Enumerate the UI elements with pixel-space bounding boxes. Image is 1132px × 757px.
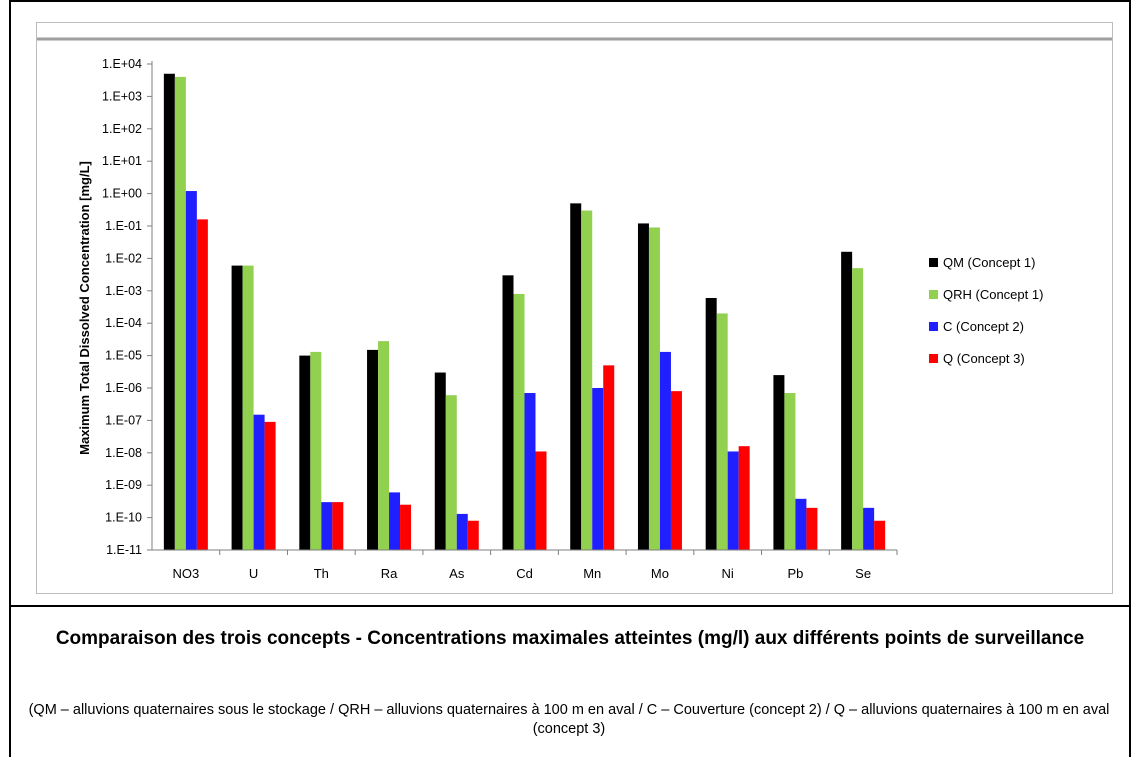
legend-label: QM (Concept 1) bbox=[943, 255, 1035, 270]
legend-swatch bbox=[929, 258, 938, 267]
bar-cd-series-1 bbox=[502, 275, 514, 550]
bar-u-series-2 bbox=[242, 265, 254, 550]
bar-mn-series-2 bbox=[581, 210, 593, 551]
y-tick-label: 1.E-01 bbox=[105, 219, 142, 233]
bar-se-series-4 bbox=[874, 520, 886, 550]
bar-ni-series-3 bbox=[727, 451, 739, 550]
frame-top-border bbox=[9, 0, 1131, 2]
x-tick-label: Ni bbox=[722, 566, 734, 581]
y-tick-label: 1.E+02 bbox=[102, 122, 142, 136]
bars-group bbox=[163, 73, 886, 551]
bar-mn-series-4 bbox=[603, 365, 615, 550]
bar-no3-series-2 bbox=[174, 76, 186, 551]
y-tick-label: 1.E-04 bbox=[105, 316, 142, 330]
legend: QM (Concept 1) QRH (Concept 1) C (Concept … bbox=[929, 255, 1043, 366]
bar-cd-series-4 bbox=[535, 451, 547, 550]
bar-mo-series-2 bbox=[648, 227, 660, 550]
bar-cd-series-2 bbox=[513, 293, 525, 550]
bar-se-series-2 bbox=[852, 268, 864, 550]
y-tick-label: 1.E-03 bbox=[105, 284, 142, 298]
bar-u-series-3 bbox=[253, 414, 265, 550]
y-tick-label: 1.E-02 bbox=[105, 251, 142, 265]
legend-swatch bbox=[929, 290, 938, 299]
y-tick-label: 1.E-08 bbox=[105, 446, 142, 460]
y-tick-label: 1.E-11 bbox=[106, 543, 142, 557]
bar-se-series-3 bbox=[863, 507, 875, 550]
bar-u-series-1 bbox=[231, 265, 243, 550]
bar-u-series-4 bbox=[264, 421, 276, 550]
y-axis-label: Maximum Total Dissolved Concentration [m… bbox=[77, 161, 92, 455]
y-tick-label: 1.E-05 bbox=[105, 349, 142, 363]
legend-swatch bbox=[929, 354, 938, 363]
legend-swatch bbox=[929, 322, 938, 331]
bar-no3-series-3 bbox=[185, 191, 197, 550]
bar-th-series-2 bbox=[310, 351, 322, 550]
bar-th-series-1 bbox=[299, 355, 311, 550]
x-tick-label: Ra bbox=[381, 566, 398, 581]
bar-as-series-1 bbox=[434, 372, 446, 550]
x-tick-label: Mn bbox=[583, 566, 601, 581]
bar-pb-series-3 bbox=[795, 498, 807, 550]
bar-no3-series-4 bbox=[196, 219, 208, 550]
x-tick-label: Cd bbox=[516, 566, 533, 581]
y-tick-label: 1.E-06 bbox=[105, 381, 142, 395]
y-tick-label: 1.E+01 bbox=[102, 154, 142, 168]
caption-note: (QM – alluvions quaternaires sous le sto… bbox=[28, 702, 1110, 737]
axes-group: 1.E+04 1.E+03 1.E+02 1.E+01 1.E+00 1.E-01 1.E-… bbox=[102, 57, 898, 581]
bar-as-series-2 bbox=[445, 395, 457, 550]
bar-pb-series-1 bbox=[773, 375, 785, 550]
figure-frame bbox=[9, 0, 1131, 757]
bar-ra-series-2 bbox=[378, 341, 390, 550]
bar-mn-series-3 bbox=[592, 388, 604, 550]
bar-th-series-4 bbox=[332, 502, 344, 550]
x-tick-label: NO3 bbox=[172, 566, 199, 581]
y-tick-label: 1.E+00 bbox=[102, 187, 142, 201]
y-tick-label: 1.E-09 bbox=[105, 478, 142, 492]
bar-cd-series-3 bbox=[524, 393, 536, 550]
bar-pb-series-4 bbox=[806, 507, 818, 550]
y-tick-label: 1.E+04 bbox=[102, 57, 142, 71]
bar-as-series-4 bbox=[467, 520, 479, 550]
bar-ra-series-3 bbox=[389, 492, 401, 550]
legend-label: Q (Concept 3) bbox=[943, 351, 1025, 366]
bar-ni-series-1 bbox=[705, 297, 717, 550]
bar-se-series-1 bbox=[841, 251, 853, 551]
x-tick-label: U bbox=[249, 566, 258, 581]
bar-ra-series-4 bbox=[400, 504, 412, 550]
bar-chart: 1.E+04 1.E+03 1.E+02 1.E+01 1.E+00 1.E-01 1.E-… bbox=[37, 37, 1112, 581]
y-tick-label: 1.E-10 bbox=[105, 511, 142, 525]
bar-pb-series-2 bbox=[784, 393, 796, 550]
caption-title: Comparaison des trois concepts - Concent… bbox=[55, 628, 1085, 649]
bar-ni-series-2 bbox=[716, 313, 728, 550]
legend-label: C (Concept 2) bbox=[943, 319, 1024, 334]
bar-no3-series-1 bbox=[163, 73, 175, 551]
legend-label: QRH (Concept 1) bbox=[943, 287, 1043, 302]
bar-mo-series-4 bbox=[670, 391, 682, 550]
y-tick-label: 1.E+03 bbox=[102, 89, 142, 103]
x-tick-label: Th bbox=[314, 566, 329, 581]
x-tick-label: Mo bbox=[651, 566, 669, 581]
x-tick-label: As bbox=[449, 566, 465, 581]
bar-mn-series-1 bbox=[570, 203, 582, 550]
bar-mo-series-3 bbox=[659, 351, 671, 550]
y-tick-label: 1.E-07 bbox=[105, 413, 142, 427]
bar-ra-series-1 bbox=[367, 349, 379, 550]
x-tick-label: Pb bbox=[787, 566, 803, 581]
chart-area: 1.E+04 1.E+03 1.E+02 1.E+01 1.E+00 1.E-01 1.E-… bbox=[36, 22, 1113, 594]
bar-as-series-3 bbox=[456, 513, 468, 550]
bar-mo-series-1 bbox=[637, 223, 649, 551]
caption-divider bbox=[9, 605, 1131, 607]
bar-th-series-3 bbox=[321, 502, 333, 550]
bar-ni-series-4 bbox=[738, 446, 750, 550]
x-tick-label: Se bbox=[855, 566, 871, 581]
